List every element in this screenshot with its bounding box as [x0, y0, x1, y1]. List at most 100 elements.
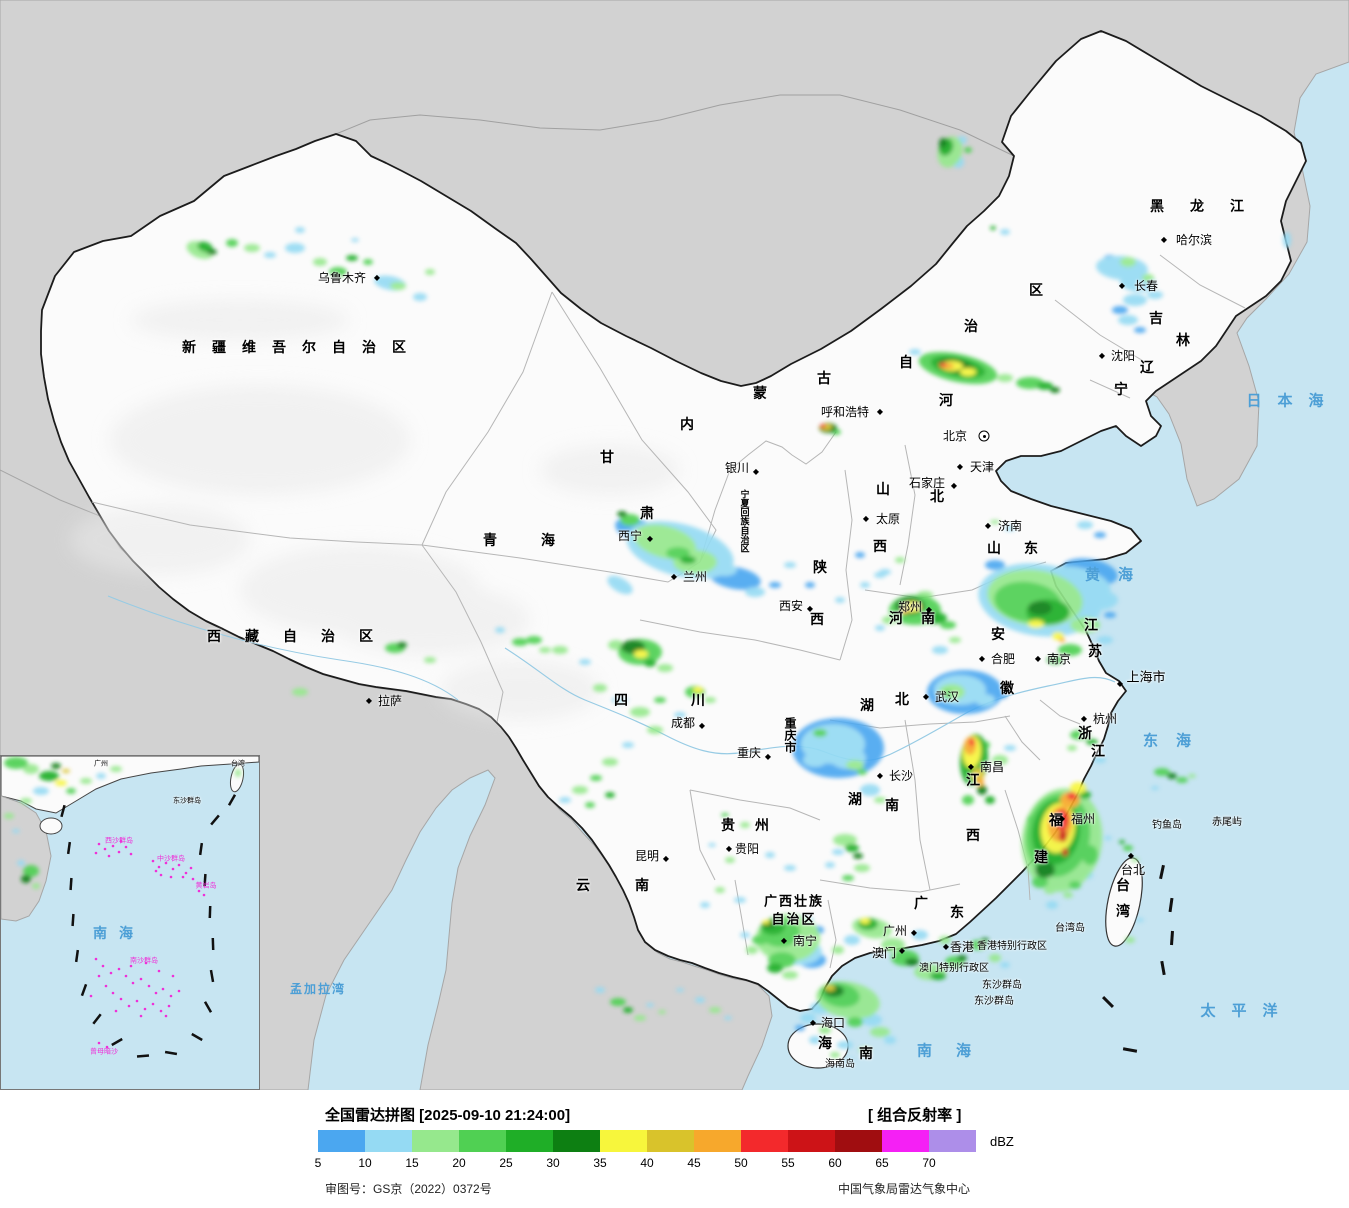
radar-echo [1004, 525, 1016, 531]
radar-echo [1059, 638, 1065, 642]
radar-echo [734, 897, 746, 903]
radar-echo [1086, 739, 1098, 745]
boundary-dash [208, 905, 212, 919]
radar-echo [842, 875, 854, 881]
legend-cell-5: 5 [315, 1130, 365, 1170]
radar-echo [870, 1027, 890, 1037]
radar-echo [830, 1052, 840, 1058]
radar-echo [605, 792, 615, 798]
radar-echo [595, 987, 605, 993]
radar-echo [969, 738, 975, 746]
island-dot [124, 974, 128, 978]
radar-echo [1050, 387, 1060, 393]
radar-echo [617, 511, 627, 517]
island-dot [143, 1007, 147, 1011]
legend-value: 25 [499, 1156, 513, 1170]
radar-echo [207, 249, 217, 255]
boundary-dash [203, 1001, 213, 1013]
radar-echo [905, 958, 919, 966]
radar-echo [1044, 886, 1056, 894]
island-dot [97, 1041, 101, 1045]
radar-echo [1067, 792, 1077, 800]
radar-echo [932, 646, 948, 654]
boundary-dash [80, 983, 88, 997]
radar-echo [704, 697, 716, 703]
legend-value: 20 [452, 1156, 466, 1170]
island-dot [111, 991, 115, 995]
legend-value: 50 [734, 1156, 748, 1170]
island-dot [117, 850, 121, 854]
radar-echo [769, 582, 781, 588]
map-title: 全国雷达拼图 [2025-09-10 21:24:00] [325, 1107, 571, 1124]
radar-echo [610, 998, 626, 1006]
radar-echo [630, 707, 650, 717]
radar-echo [1147, 291, 1163, 299]
island-dot [151, 859, 155, 863]
radar-echo [1035, 862, 1055, 878]
island-dot [167, 1004, 171, 1008]
radar-echo [657, 664, 673, 672]
radar-echo [1000, 962, 1010, 968]
island-dot [177, 863, 181, 867]
boundary-dash [66, 841, 72, 855]
radar-echo [860, 918, 870, 924]
legend-value: 10 [358, 1156, 372, 1170]
radar-echo [413, 293, 427, 301]
radar-echo [1119, 840, 1125, 844]
legend-value: 45 [687, 1156, 701, 1170]
island-dot [119, 997, 123, 1001]
legend-value: 70 [922, 1156, 936, 1170]
radar-echo [1070, 617, 1100, 633]
radar-echo [912, 930, 928, 940]
island-dot [171, 867, 175, 871]
radar-echo [992, 691, 1008, 699]
boundary-dash [203, 873, 207, 887]
island-dot [107, 854, 111, 858]
radar-echo [989, 954, 1001, 962]
radar-echo [66, 788, 76, 794]
radar-echo [21, 875, 31, 883]
radar-echo [1004, 745, 1016, 751]
nine-dash-line [60, 794, 237, 1058]
mongolia-russia-border [335, 94, 1015, 157]
radar-echo [977, 785, 987, 795]
radar-echo [1104, 612, 1116, 618]
radar-echo [1123, 294, 1147, 306]
color-scale: 5 10 15 20 25 30 35 40 45 50 55 60 65 70 [315, 1130, 976, 1170]
island-markers [89, 839, 206, 1049]
radar-echo [800, 1013, 816, 1023]
radar-echo [1090, 836, 1100, 848]
island-dot [177, 989, 181, 993]
island-dot [139, 1014, 143, 1018]
radar-echo [602, 758, 618, 766]
legend-cell-20: 20 [452, 1130, 506, 1170]
terrain-relief [70, 300, 680, 720]
radar-echo [363, 259, 373, 265]
south-china-sea-inset: 南海 广州 台湾 东沙群岛 西沙群岛 中沙群岛 黄岩岛 南沙群岛 曾母暗沙 [0, 755, 260, 1090]
boundary-dashes [1101, 864, 1174, 1053]
radar-echo [909, 349, 921, 355]
legend-cell-40: 40 [640, 1130, 694, 1170]
boundary-dash [71, 913, 75, 927]
radar-echo [680, 556, 696, 564]
radar-echo [985, 560, 1005, 570]
inset-radar-echo-layer [4, 757, 241, 889]
boundary-dash [111, 1037, 123, 1047]
radar-echo [39, 771, 59, 781]
radar-echo [832, 849, 844, 855]
radar-echo [846, 1058, 854, 1062]
radar-echo [1078, 590, 1118, 610]
island-dot [94, 957, 98, 961]
island-dot [157, 969, 161, 973]
island-dot [94, 851, 98, 855]
radar-echo [740, 822, 750, 828]
radar-echo [390, 282, 406, 290]
radar-echo [23, 865, 39, 877]
island-dot [129, 964, 133, 968]
radar-echo [1070, 782, 1086, 794]
radar-echo [985, 796, 995, 804]
radar-echo [825, 985, 835, 991]
radar-echo [4, 813, 14, 819]
radar-echo [970, 940, 986, 950]
radar-echo [845, 844, 859, 852]
